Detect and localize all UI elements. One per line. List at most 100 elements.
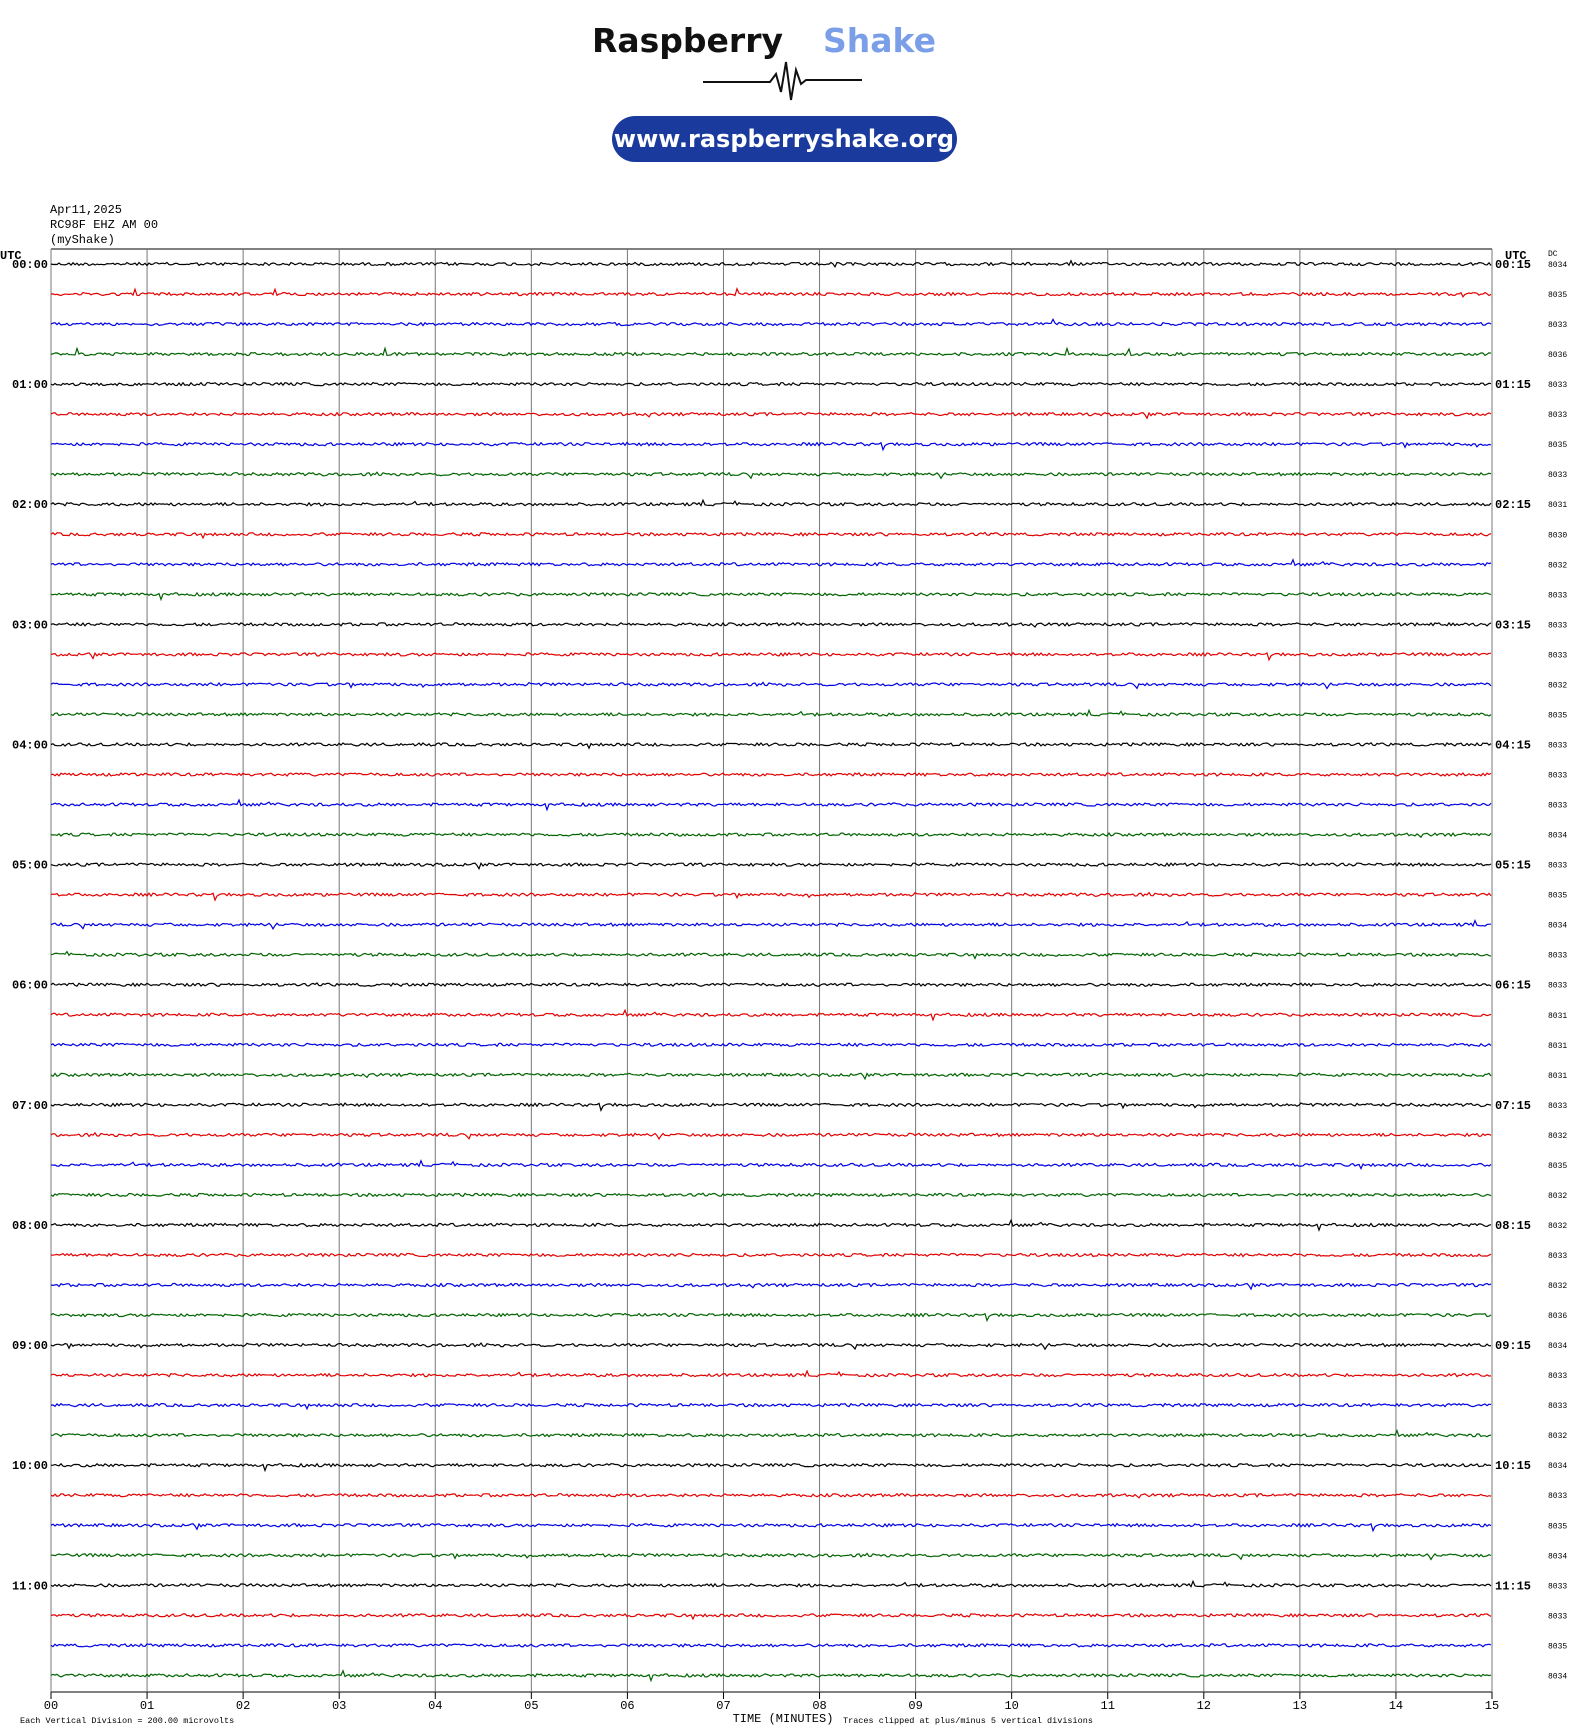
trace xyxy=(50,1159,1492,1171)
trace xyxy=(50,621,1492,628)
url: www.raspberryshake.org xyxy=(614,125,954,153)
left-time-label: 02:00 xyxy=(12,498,48,512)
x-tick-label: 01 xyxy=(140,1699,154,1713)
x-tick-label: 07 xyxy=(716,1699,730,1713)
dc-value: 8032 xyxy=(1548,1282,1567,1291)
dc-value: 8033 xyxy=(1548,1492,1567,1501)
dc-value: 8033 xyxy=(1548,982,1567,991)
dc-value: 8034 xyxy=(1548,261,1567,270)
x-tick-label: 00 xyxy=(44,1699,58,1713)
left-time-label: 06:00 xyxy=(12,979,48,993)
trace xyxy=(50,1552,1492,1561)
dc-value: 8033 xyxy=(1548,1612,1567,1621)
dc-value: 8033 xyxy=(1548,471,1567,480)
left-time-label: 00:00 xyxy=(12,258,48,272)
trace xyxy=(50,651,1491,662)
right-time-label: 00:15 xyxy=(1495,258,1531,272)
trace xyxy=(50,832,1492,839)
dc-value: 8034 xyxy=(1548,832,1567,841)
x-tick-label: 08 xyxy=(812,1699,826,1713)
trace xyxy=(50,1369,1492,1378)
right-time-label: 05:15 xyxy=(1495,859,1531,873)
trace xyxy=(50,317,1492,327)
left-time-label: 03:00 xyxy=(12,618,48,632)
dc-value: 8032 xyxy=(1548,561,1567,570)
x-tick-label: 09 xyxy=(908,1699,922,1713)
dc-value: 8035 xyxy=(1548,1642,1567,1651)
trace xyxy=(50,531,1492,540)
dc-value: 8035 xyxy=(1548,892,1567,901)
trace xyxy=(50,558,1492,567)
brand-left: Raspberry xyxy=(592,21,783,60)
dc-value: 8034 xyxy=(1548,1342,1567,1351)
right-time-label: 04:15 xyxy=(1495,738,1531,752)
dc-value: 8036 xyxy=(1548,1312,1567,1321)
trace xyxy=(50,498,1492,507)
info-line: RC98F EHZ AM 00 xyxy=(50,218,158,232)
dc-value: 8033 xyxy=(1548,1582,1567,1591)
dc-value: 8033 xyxy=(1548,651,1567,660)
dc-value: 8035 xyxy=(1548,711,1567,720)
trace xyxy=(50,1008,1492,1022)
x-tick-label: 02 xyxy=(236,1699,250,1713)
right-time-label: 03:15 xyxy=(1495,618,1531,632)
left-time-label: 05:00 xyxy=(12,859,48,873)
dc-value: 8033 xyxy=(1548,952,1567,961)
scale-note: Each Vertical Division = 200.00 microvol… xyxy=(20,1716,234,1726)
dc-value: 8033 xyxy=(1548,802,1567,811)
trace xyxy=(50,861,1492,871)
trace xyxy=(50,891,1492,902)
right-time-label: 10:15 xyxy=(1495,1459,1531,1473)
trace xyxy=(50,1522,1492,1533)
trace xyxy=(50,1342,1492,1351)
trace xyxy=(50,1072,1492,1081)
right-time-label: 11:15 xyxy=(1495,1579,1531,1593)
left-time-label: 10:00 xyxy=(12,1459,48,1473)
trace xyxy=(50,381,1492,387)
right-time-label: 06:15 xyxy=(1495,979,1531,993)
trace xyxy=(50,1492,1492,1499)
url-pill xyxy=(612,116,957,162)
x-tick-label: 12 xyxy=(1197,1699,1211,1713)
dc-value: 8033 xyxy=(1548,621,1567,630)
dc-value: 8033 xyxy=(1548,741,1567,750)
dc-value: 8032 xyxy=(1548,1222,1567,1231)
trace xyxy=(50,741,1492,750)
info-line: Apr11,2025 xyxy=(50,203,122,217)
trace xyxy=(50,918,1491,930)
trace xyxy=(50,411,1492,420)
x-tick-label: 03 xyxy=(332,1699,346,1713)
dc-value: 8033 xyxy=(1548,321,1567,330)
dc-value: 8033 xyxy=(1548,591,1567,600)
trace xyxy=(50,259,1492,269)
dc-value: 8035 xyxy=(1548,1162,1567,1171)
trace xyxy=(50,1218,1492,1232)
dc-value: 8033 xyxy=(1548,381,1567,390)
left-time-label: 09:00 xyxy=(12,1339,48,1353)
left-time-label: 08:00 xyxy=(12,1219,48,1233)
brand-right: Shake xyxy=(823,21,936,60)
trace xyxy=(50,1643,1492,1648)
dc-value: 8031 xyxy=(1548,501,1567,510)
trace xyxy=(50,708,1492,718)
trace xyxy=(50,1192,1492,1198)
dc-value: 8035 xyxy=(1548,441,1567,450)
dc-value: 8032 xyxy=(1548,681,1567,690)
trace xyxy=(50,950,1492,960)
trace xyxy=(50,772,1492,777)
trace xyxy=(50,441,1492,452)
dc-value: 8036 xyxy=(1548,351,1567,360)
right-time-label: 02:15 xyxy=(1495,498,1531,512)
trace xyxy=(50,1579,1492,1588)
x-tick-label: 10 xyxy=(1004,1699,1018,1713)
x-tick-label: 04 xyxy=(428,1699,442,1713)
dc-value: 8032 xyxy=(1548,1132,1567,1141)
right-time-label: 08:15 xyxy=(1495,1219,1531,1233)
dc-value: 8034 xyxy=(1548,1672,1567,1681)
x-axis-label: TIME (MINUTES) xyxy=(733,1712,834,1726)
dc-value: 8033 xyxy=(1548,411,1567,420)
trace xyxy=(50,1402,1492,1411)
dc-value: 8035 xyxy=(1548,1522,1567,1531)
